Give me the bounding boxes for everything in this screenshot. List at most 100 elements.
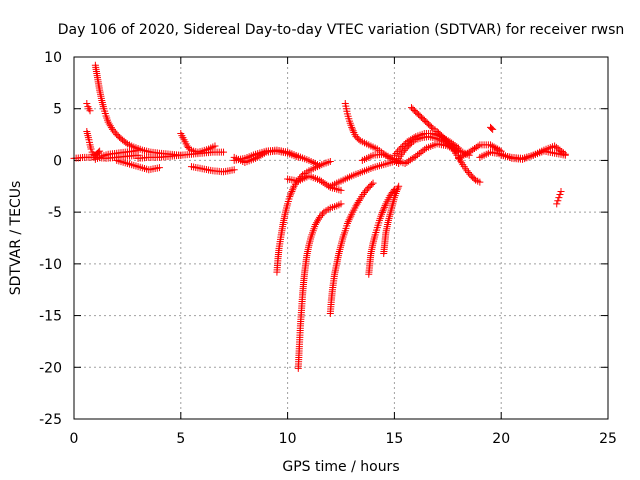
data-point [317, 212, 325, 220]
series-arc-04 [91, 61, 185, 159]
data-point [392, 149, 400, 157]
data-point [454, 144, 462, 152]
data-point [403, 158, 411, 166]
data-point [462, 150, 470, 158]
data-point [122, 139, 130, 147]
data-point [395, 182, 403, 190]
data-point [378, 210, 386, 218]
data-point [363, 185, 371, 193]
data-point [494, 145, 502, 153]
y-tick-label: 10 [44, 50, 62, 66]
data-point [289, 186, 297, 194]
data-point [467, 147, 475, 155]
series-arc-09 [187, 163, 238, 176]
data-point [470, 175, 478, 183]
data-point [362, 187, 370, 195]
data-point [393, 187, 401, 195]
plot-frame [73, 56, 609, 420]
y-tick-label: -20 [39, 360, 62, 376]
data-point [230, 166, 238, 174]
y-tick-label: 0 [53, 153, 62, 169]
data-point [381, 202, 389, 210]
data-point [316, 213, 324, 221]
x-tick-label: 10 [279, 431, 297, 447]
data-point [316, 176, 324, 184]
data-point [87, 145, 95, 153]
data-point [554, 145, 562, 153]
data-point [312, 219, 320, 227]
data-point [453, 143, 461, 151]
data-point [337, 200, 345, 208]
data-point [490, 143, 498, 151]
data-point [220, 148, 228, 156]
data-point [487, 141, 495, 149]
data-point [465, 148, 473, 156]
x-tick-label: 25 [599, 431, 617, 447]
data-point [476, 178, 484, 186]
data-point [289, 184, 297, 192]
series-arc-12 [273, 157, 334, 276]
data-point [337, 186, 345, 194]
data-point [463, 149, 471, 157]
data-point [398, 142, 406, 150]
data-point [556, 191, 564, 199]
data-point [311, 221, 319, 229]
data-point [414, 151, 422, 159]
data-point [348, 125, 356, 133]
series-arc-07 [113, 156, 163, 174]
data-point [380, 205, 388, 213]
data-point [401, 160, 409, 168]
data-point [469, 146, 477, 154]
data-point [378, 208, 386, 216]
data-point [488, 124, 496, 132]
y-tick-label: -25 [39, 412, 62, 428]
data-point [368, 181, 376, 189]
data-point [211, 142, 219, 150]
data-point [558, 147, 566, 155]
series-arc-11 [230, 146, 324, 170]
data-point [321, 180, 329, 188]
data-point [552, 143, 560, 151]
data-point [556, 146, 564, 154]
data-point [395, 146, 403, 154]
data-point [427, 123, 435, 131]
data-point [314, 217, 322, 225]
data-point [86, 107, 94, 115]
data-point [405, 157, 413, 165]
data-point [488, 142, 496, 150]
series-arc-19 [365, 185, 398, 278]
data-point [553, 200, 561, 208]
data-point [326, 157, 334, 165]
data-point [460, 151, 468, 159]
x-axis-label: GPS time / hours [282, 459, 399, 475]
y-tick-label: -5 [48, 205, 62, 221]
data-point [466, 170, 474, 178]
data-point [456, 153, 464, 161]
data-point [286, 191, 294, 199]
x-tick-label: 15 [385, 431, 403, 447]
data-point [288, 187, 296, 195]
series-arc-02 [83, 127, 104, 159]
data-point [380, 203, 388, 211]
data-point [471, 145, 478, 153]
data-point [415, 150, 423, 158]
series-arc-27 [497, 142, 569, 162]
data-point [394, 148, 402, 156]
data-point [472, 143, 480, 151]
y-tick-label: 5 [53, 102, 62, 118]
y-tick-label: -15 [39, 309, 62, 325]
data-marks [70, 61, 569, 372]
series-arc-08 [177, 130, 219, 156]
data-point [369, 179, 377, 187]
grid-lines [74, 57, 608, 419]
data-point [417, 148, 425, 156]
data-point [110, 127, 118, 135]
data-point [155, 164, 163, 172]
data-point [315, 215, 323, 223]
data-point [390, 151, 398, 159]
data-point [399, 148, 407, 156]
data-point [354, 198, 362, 206]
data-point [96, 147, 104, 155]
